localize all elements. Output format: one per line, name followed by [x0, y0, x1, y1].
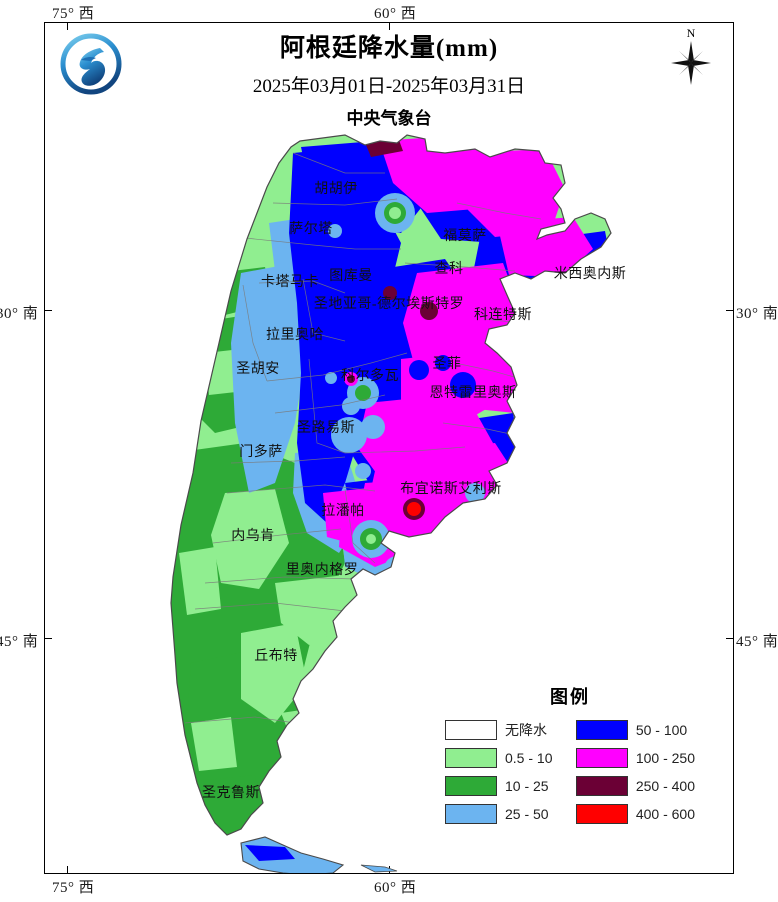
tick-top-60w [389, 23, 390, 30]
compass-north-label: N [686, 26, 696, 40]
legend-row: 10 - 25 [445, 773, 562, 799]
legend-row: 25 - 50 [445, 801, 562, 827]
axis-label-right-30s: 30° 南 [736, 306, 778, 322]
axis-label-bottom-mid: 60° 西 [374, 880, 417, 896]
legend-row: 100 - 250 [575, 745, 695, 771]
tick-right-45s [726, 638, 733, 639]
axis-label-right-45s: 45° 南 [736, 634, 778, 650]
legend-title: 图例 [550, 687, 590, 707]
compass-needle-icon [671, 41, 711, 85]
tierra-del-fuego-outline [240, 836, 345, 873]
tick-bottom-75w [67, 866, 68, 873]
tick-right-30s [726, 310, 733, 311]
precipitation-choropleth-map[interactable] [45, 23, 734, 874]
legend-swatch [445, 804, 497, 824]
legend-swatch [445, 748, 497, 768]
legend-label: 10 - 25 [505, 778, 549, 794]
tick-top-75w [67, 23, 68, 30]
compass-rose: N [669, 26, 713, 90]
legend-swatch [575, 748, 628, 768]
legend-label: 100 - 250 [635, 750, 695, 766]
legend-swatch [575, 720, 628, 740]
map-legend: 图例 无降水 0.5 - 10 10 - 25 25 - 50 50 - 100 100… [445, 683, 695, 829]
legend-row: 400 - 600 [575, 801, 695, 827]
legend-column-left: 无降水 0.5 - 10 10 - 25 25 - 50 [445, 717, 562, 829]
legend-row: 无降水 [445, 717, 562, 743]
country-outline [170, 134, 612, 836]
legend-swatch [575, 804, 628, 824]
tierra-del-fuego-region [241, 837, 343, 873]
map-frame[interactable]: 胡胡伊 萨尔塔 福莫萨 查科 卡塔马卡 图库曼 圣地亚哥-德尔埃斯特罗 米西奥内斯 科连特斯 拉里… [44, 22, 734, 874]
cma-dragon-logo-icon [60, 33, 122, 95]
axis-label-top-mid: 60° 西 [374, 6, 417, 22]
legend-label: 25 - 50 [505, 806, 549, 822]
legend-label: 250 - 400 [635, 778, 695, 794]
axis-label-top-left: 75° 西 [52, 6, 95, 22]
legend-row: 50 - 100 [575, 717, 695, 743]
legend-swatch [575, 776, 628, 796]
tick-left-30s [45, 310, 52, 311]
legend-swatch [445, 776, 497, 796]
legend-label: 无降水 [505, 722, 547, 738]
legend-label: 0.5 - 10 [505, 750, 553, 766]
legend-row: 0.5 - 10 [445, 745, 562, 771]
legend-label: 400 - 600 [635, 806, 695, 822]
axis-label-bottom-left: 75° 西 [52, 880, 95, 896]
legend-column-right: 50 - 100 100 - 250 250 - 400 400 - 600 [575, 717, 695, 829]
legend-label: 50 - 100 [635, 722, 688, 738]
legend-row: 250 - 400 [575, 773, 695, 799]
tick-left-45s [45, 638, 52, 639]
axis-label-left-45s: 45° 南 [0, 634, 39, 650]
staten-island-outline [360, 864, 398, 873]
axis-label-left-30s: 30° 南 [0, 306, 39, 322]
legend-swatch [445, 720, 497, 740]
